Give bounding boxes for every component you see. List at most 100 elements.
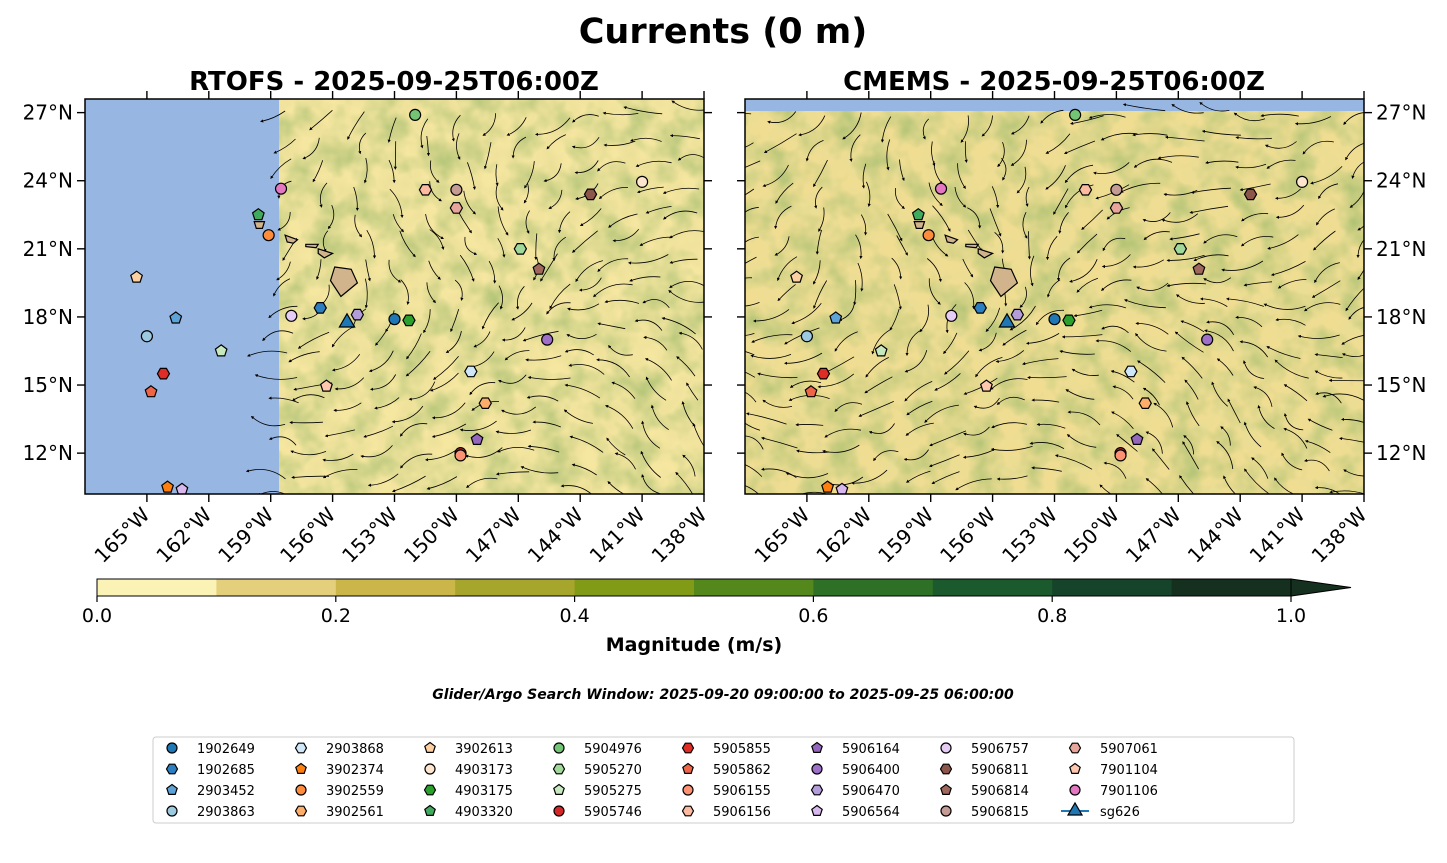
streamline <box>290 450 327 456</box>
streamline <box>1171 103 1204 114</box>
float-marker-2903868 <box>1124 365 1138 378</box>
streamline <box>1193 254 1229 262</box>
oahu-island <box>944 234 959 244</box>
streamline <box>692 422 704 447</box>
legend-item-5906811: 5906811 <box>939 763 1029 778</box>
streamline <box>322 469 358 479</box>
x-tick-label: 138°W <box>1307 502 1372 567</box>
streamline <box>1181 356 1203 379</box>
streamline <box>641 420 661 449</box>
legend-item-1902649: 1902649 <box>166 742 255 757</box>
streamline <box>954 186 967 208</box>
legend-item-5904976: 5904976 <box>553 742 642 757</box>
legend-marker-3902561 <box>294 805 308 817</box>
streamline <box>1142 387 1160 406</box>
streamline <box>1030 255 1035 287</box>
float-marker-4903173 <box>635 175 649 188</box>
legend-box <box>152 736 1295 824</box>
legend-item-5907061: 5907061 <box>1068 742 1158 757</box>
float-marker-4903173 <box>1295 175 1309 188</box>
legend-label: 3902561 <box>326 805 384 820</box>
legend-marker-5906757 <box>940 742 952 754</box>
streamline <box>962 258 974 278</box>
streamline <box>838 301 856 321</box>
streamline <box>929 430 967 447</box>
streamline <box>1314 370 1343 379</box>
legend-marker-2903868 <box>294 742 308 754</box>
streamline <box>1036 422 1066 429</box>
legend-label: 7901104 <box>1100 763 1158 778</box>
streamline <box>789 380 822 388</box>
streamline <box>463 190 476 215</box>
colorbar-bin <box>1171 579 1292 596</box>
streamline <box>1239 183 1271 192</box>
streamline <box>522 330 559 342</box>
streamline <box>774 236 790 256</box>
streamline <box>1297 334 1340 339</box>
streamline <box>1235 136 1272 140</box>
streamline <box>1294 116 1332 126</box>
legend-marker-2903863 <box>166 805 178 817</box>
streamline <box>1053 188 1069 215</box>
x-tick-label: 153°W <box>337 502 402 567</box>
streamline <box>1040 109 1064 124</box>
float-marker-5906400 <box>541 333 554 346</box>
streamline <box>1203 234 1238 244</box>
streamline <box>1304 458 1330 472</box>
kauai-island <box>253 221 266 229</box>
streamline <box>532 420 561 428</box>
float-marker-5906814 <box>1192 262 1206 275</box>
streamline <box>302 137 320 160</box>
streamline <box>641 473 661 494</box>
streamline <box>645 376 667 401</box>
streamline <box>928 182 943 206</box>
streamline <box>928 454 960 468</box>
streamline <box>777 284 796 302</box>
streamline <box>997 141 1005 168</box>
legend-label: 5905275 <box>584 784 642 799</box>
colorbar-bin <box>932 579 1053 596</box>
streamline <box>919 304 929 333</box>
streamline <box>745 302 760 307</box>
streamline <box>990 378 1028 390</box>
streamline <box>1235 163 1267 169</box>
streamline <box>761 436 798 449</box>
x-tick-label: 150°W <box>399 502 464 567</box>
streamline <box>268 396 299 404</box>
legend-marker-5906814 <box>940 783 952 796</box>
streamline <box>775 182 794 204</box>
streamline <box>1081 209 1103 230</box>
streamline <box>893 284 902 310</box>
streamline <box>669 280 704 288</box>
streamline <box>605 405 634 429</box>
streamline <box>1066 434 1097 448</box>
streamline <box>322 230 329 253</box>
x-tick-label: 141°W <box>1245 502 1310 567</box>
streamline <box>1226 297 1264 307</box>
float-marker-1902649 <box>388 313 401 326</box>
streamline <box>1076 233 1098 254</box>
streamline <box>1318 183 1339 200</box>
legend-label: 4903175 <box>455 784 513 799</box>
streamline <box>1116 434 1138 452</box>
streamline <box>943 332 958 354</box>
legend-marker-5906815 <box>940 805 952 817</box>
streamline <box>994 231 1005 254</box>
streamline <box>445 330 462 354</box>
legend-label: 5906564 <box>842 805 900 820</box>
streamline <box>978 332 997 352</box>
streamline <box>391 405 424 424</box>
streamline <box>1025 186 1030 207</box>
streamline <box>834 402 863 412</box>
x-tick-label: 147°W <box>461 502 526 567</box>
legend-label: 5905862 <box>713 763 771 778</box>
streamline <box>1275 318 1306 326</box>
streamline <box>1240 236 1274 247</box>
streamline <box>1063 140 1096 155</box>
streamline <box>1065 184 1094 209</box>
legend-marker-1902649 <box>166 742 178 754</box>
float-marker-5905855 <box>816 367 831 380</box>
streamline <box>639 236 672 246</box>
search-window-text: Glider/Argo Search Window: 2025-09-20 09… <box>432 687 1014 703</box>
streamline <box>1357 225 1364 231</box>
